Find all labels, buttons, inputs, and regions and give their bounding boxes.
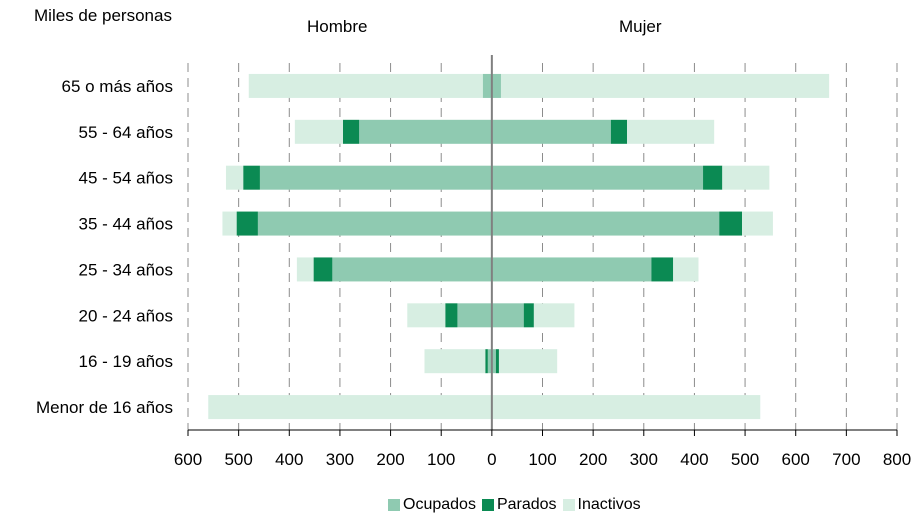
legend-label-ocupados: Ocupados [403, 496, 476, 513]
bar-female-parados-2 [703, 165, 723, 190]
category-label-6: 16 - 19 años [78, 352, 173, 371]
bar-male-inactivos-0 [248, 73, 483, 98]
bar-male-parados-6 [485, 349, 488, 374]
x-tick-label-1: 500 [224, 450, 252, 469]
legend-item-parados: Parados [481, 496, 557, 514]
bar-female-inactivos-0 [500, 73, 830, 98]
x-tick-label-14: 800 [883, 450, 911, 469]
bar-male-inactivos-6 [424, 349, 486, 374]
bar-female-parados-4 [651, 257, 674, 282]
category-label-2: 45 - 54 años [78, 169, 173, 188]
female-side-label: Mujer [619, 17, 662, 36]
bar-female-inactivos-2 [722, 165, 770, 190]
bar-male-inactivos-1 [294, 119, 343, 144]
bar-female-parados-1 [610, 119, 628, 144]
x-tick-label-10: 400 [680, 450, 708, 469]
category-labels: 65 o más años 55 - 64 años 45 - 54 años 35 … [36, 77, 173, 417]
category-label-1: 55 - 64 años [78, 123, 173, 142]
x-tick-label-13: 700 [832, 450, 860, 469]
category-label-5: 20 - 24 años [78, 306, 173, 325]
bar-male-ocupados-3 [257, 211, 492, 236]
bar-male-parados-2 [243, 165, 260, 190]
x-tick-label-8: 200 [579, 450, 607, 469]
category-label-0: 65 o más años [61, 77, 173, 96]
bar-male-parados-3 [236, 211, 258, 236]
bar-male-ocupados-6 [487, 349, 492, 374]
bar-male-ocupados-1 [359, 119, 492, 144]
bar-female-parados-6 [495, 349, 499, 374]
legend-item-inactivos: Inactivos [562, 496, 641, 514]
x-tick-label-5: 100 [427, 450, 455, 469]
x-tick-label-0: 600 [174, 450, 202, 469]
bar-female-ocupados-1 [491, 119, 611, 144]
bar-female-parados-5 [523, 303, 534, 328]
bar-female-ocupados-2 [491, 165, 704, 190]
bar-female-ocupados-5 [491, 303, 524, 328]
bar-female-inactivos-3 [742, 211, 773, 236]
bar-female-inactivos-4 [673, 257, 699, 282]
bar-male-parados-1 [342, 119, 360, 144]
bar-male-inactivos-4 [296, 257, 314, 282]
bar-female-inactivos-5 [533, 303, 575, 328]
bar-male-ocupados-2 [259, 165, 492, 190]
bar-female-inactivos-7 [491, 395, 761, 420]
legend-label-inactivos: Inactivos [577, 496, 641, 513]
legend: Ocupados Parados Inactivos [388, 496, 647, 514]
bar-male-inactivos-3 [222, 211, 237, 236]
legend-swatch-inactivos [562, 499, 575, 511]
bar-female-ocupados-4 [491, 257, 652, 282]
category-label-3: 35 - 44 años [78, 215, 173, 234]
bar-male-parados-4 [313, 257, 333, 282]
bar-male-inactivos-2 [225, 165, 244, 190]
x-tick-label-4: 200 [376, 450, 404, 469]
bars [208, 73, 830, 420]
bar-female-inactivos-6 [498, 349, 558, 374]
bar-male-parados-5 [445, 303, 458, 328]
x-tick-label-2: 400 [275, 450, 303, 469]
x-tick-label-11: 500 [731, 450, 759, 469]
bar-female-ocupados-6 [491, 349, 496, 374]
bar-female-ocupados-3 [491, 211, 720, 236]
x-tick-label-6: 0 [487, 450, 496, 469]
x-tick-label-7: 100 [528, 450, 556, 469]
bar-male-ocupados-0 [482, 73, 492, 98]
unit-label: Miles de personas [34, 6, 172, 25]
axes: 600 500 400 300 200 100 0 100 200 300 400 500 600 700… [174, 55, 911, 469]
x-tick-label-3: 300 [326, 450, 354, 469]
bar-male-inactivos-5 [407, 303, 446, 328]
bar-male-inactivos-7 [208, 395, 492, 420]
legend-swatch-parados [481, 499, 494, 511]
x-tick-label-12: 600 [782, 450, 810, 469]
male-side-label: Hombre [307, 17, 368, 36]
x-tick-label-9: 300 [630, 450, 658, 469]
bar-male-ocupados-5 [457, 303, 492, 328]
legend-item-ocupados: Ocupados [388, 496, 476, 514]
legend-label-parados: Parados [496, 496, 557, 513]
category-label-7: Menor de 16 años [36, 398, 173, 417]
category-label-4: 25 - 34 años [78, 260, 173, 279]
bar-male-ocupados-4 [332, 257, 492, 282]
bar-female-inactivos-1 [627, 119, 715, 144]
bar-female-parados-3 [719, 211, 743, 236]
legend-swatch-ocupados [388, 499, 400, 511]
grid-lines [187, 63, 898, 430]
bar-female-ocupados-0 [491, 73, 501, 98]
